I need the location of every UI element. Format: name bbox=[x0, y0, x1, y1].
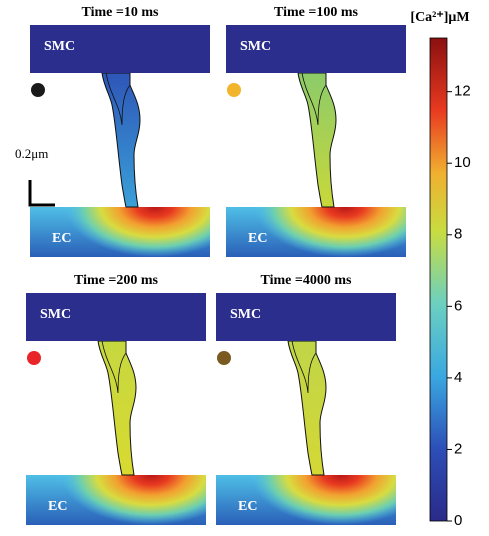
panel: Time =4000 ms SMC EC bbox=[216, 273, 396, 525]
smc-region bbox=[26, 293, 206, 341]
hotspot bbox=[251, 475, 396, 525]
scale-bar-label: 0.2μm bbox=[15, 146, 48, 161]
panel-title: Time =100 ms bbox=[274, 5, 358, 20]
smc-region bbox=[30, 25, 210, 73]
spine-neck bbox=[101, 340, 127, 394]
panel: Time =200 ms SMC EC bbox=[26, 273, 206, 525]
panel-title: Time =10 ms bbox=[82, 5, 159, 20]
smc-region bbox=[216, 293, 396, 341]
tick-label: 4 bbox=[454, 369, 462, 386]
ec-label: EC bbox=[238, 499, 257, 514]
hotspot bbox=[65, 207, 210, 257]
colorbar: [Ca²⁺]μM 0 2 4 6 8 10 12 bbox=[410, 10, 470, 529]
scale-bar bbox=[28, 180, 55, 207]
time-marker bbox=[31, 83, 45, 97]
time-marker bbox=[217, 351, 231, 365]
panel: Time =100 ms SMC EC bbox=[226, 5, 406, 257]
spine bbox=[287, 340, 327, 476]
spine bbox=[297, 72, 337, 208]
tick-label: 10 bbox=[454, 154, 471, 171]
colorbar-scale bbox=[429, 37, 448, 522]
panel: Time =10 ms SMC EC bbox=[30, 5, 210, 257]
spine bbox=[101, 72, 141, 208]
smc-label: SMC bbox=[240, 39, 271, 54]
tick-label: 2 bbox=[454, 440, 462, 457]
spine-neck bbox=[291, 340, 317, 394]
smc-region bbox=[226, 25, 406, 73]
time-marker bbox=[27, 351, 41, 365]
smc-label: SMC bbox=[40, 307, 71, 322]
ec-label: EC bbox=[52, 231, 71, 246]
hotspot bbox=[255, 207, 406, 257]
tick-label: 12 bbox=[454, 83, 471, 100]
hotspot bbox=[61, 475, 206, 525]
tick-label: 0 bbox=[454, 512, 462, 529]
tick-label: 8 bbox=[454, 226, 462, 243]
smc-label: SMC bbox=[44, 39, 75, 54]
smc-label: SMC bbox=[230, 307, 261, 322]
panel-title: Time =4000 ms bbox=[261, 273, 352, 288]
ec-label: EC bbox=[48, 499, 67, 514]
panel-title: Time =200 ms bbox=[74, 273, 158, 288]
colorbar-label: [Ca²⁺]μM bbox=[410, 10, 469, 25]
spine-neck bbox=[301, 72, 327, 126]
ec-label: EC bbox=[248, 231, 267, 246]
time-marker bbox=[227, 83, 241, 97]
tick-label: 6 bbox=[454, 297, 462, 314]
spine bbox=[97, 340, 137, 476]
spine-neck bbox=[105, 72, 131, 126]
